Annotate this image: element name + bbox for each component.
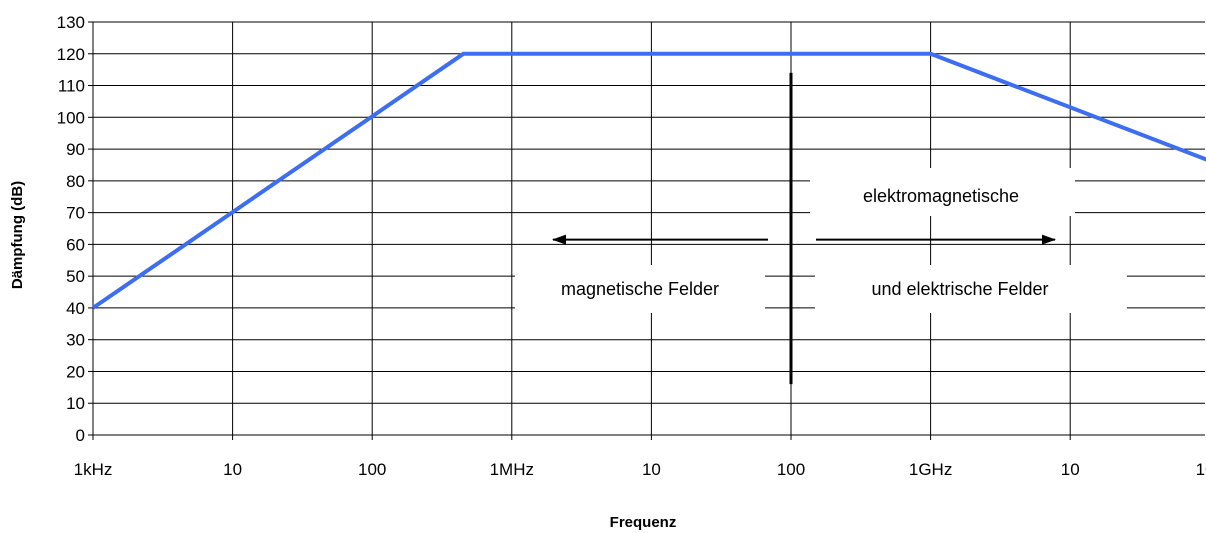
em-label-box-1 xyxy=(810,168,1075,216)
magnetic-label-box xyxy=(515,265,765,313)
label-backgrounds xyxy=(515,168,1127,313)
y-tick-label: 0 xyxy=(76,426,85,445)
x-tick-label: 10 xyxy=(1061,460,1080,479)
annotations xyxy=(552,72,1056,385)
y-tick-label: 20 xyxy=(66,362,85,381)
x-axis-title: Frequenz xyxy=(610,514,677,531)
y-tick-label: 120 xyxy=(57,45,85,64)
y-tick-label: 70 xyxy=(66,204,85,223)
y-tick-label: 80 xyxy=(66,172,85,191)
y-tick-label: 90 xyxy=(66,140,85,159)
magnetic-fields-label: magnetische Felder xyxy=(561,279,719,299)
x-tick-label: 100 xyxy=(1196,460,1206,479)
series xyxy=(91,51,1206,310)
axes xyxy=(88,21,1205,440)
x-tick-label: 1MHz xyxy=(490,460,534,479)
y-axis-title: Dämpfung (dB) xyxy=(9,181,26,289)
y-tick-label: 30 xyxy=(66,331,85,350)
y-tick-label: 130 xyxy=(57,13,85,32)
y-tick-label: 40 xyxy=(66,299,85,318)
x-tick-label: 1GHz xyxy=(909,460,952,479)
x-tick-label: 100 xyxy=(358,460,386,479)
y-tick-label: 10 xyxy=(66,394,85,413)
y-tick-label: 60 xyxy=(66,235,85,254)
y-tick-label: 110 xyxy=(58,77,85,96)
x-tick-labels: 1kHz 10 100 1MHz 10 100 1GHz 10 100 xyxy=(74,460,1206,479)
em-fields-label-line2: und elektrische Felder xyxy=(871,279,1048,299)
y-tick-labels: 0 10 20 30 40 50 60 70 80 90 100 110 120 130 xyxy=(57,13,85,445)
x-tick-label: 10 xyxy=(223,460,242,479)
y-tick-label: 100 xyxy=(57,108,85,127)
em-fields-label-line1: elektromagnetische xyxy=(863,186,1019,206)
y-tick-label: 50 xyxy=(66,267,85,286)
grid xyxy=(93,21,1205,435)
x-tick-label: 1kHz xyxy=(74,460,113,479)
attenuation-line xyxy=(91,51,1206,310)
em-label-box-2 xyxy=(815,265,1127,313)
x-tick-label: 100 xyxy=(777,460,805,479)
x-tick-label: 10 xyxy=(642,460,661,479)
